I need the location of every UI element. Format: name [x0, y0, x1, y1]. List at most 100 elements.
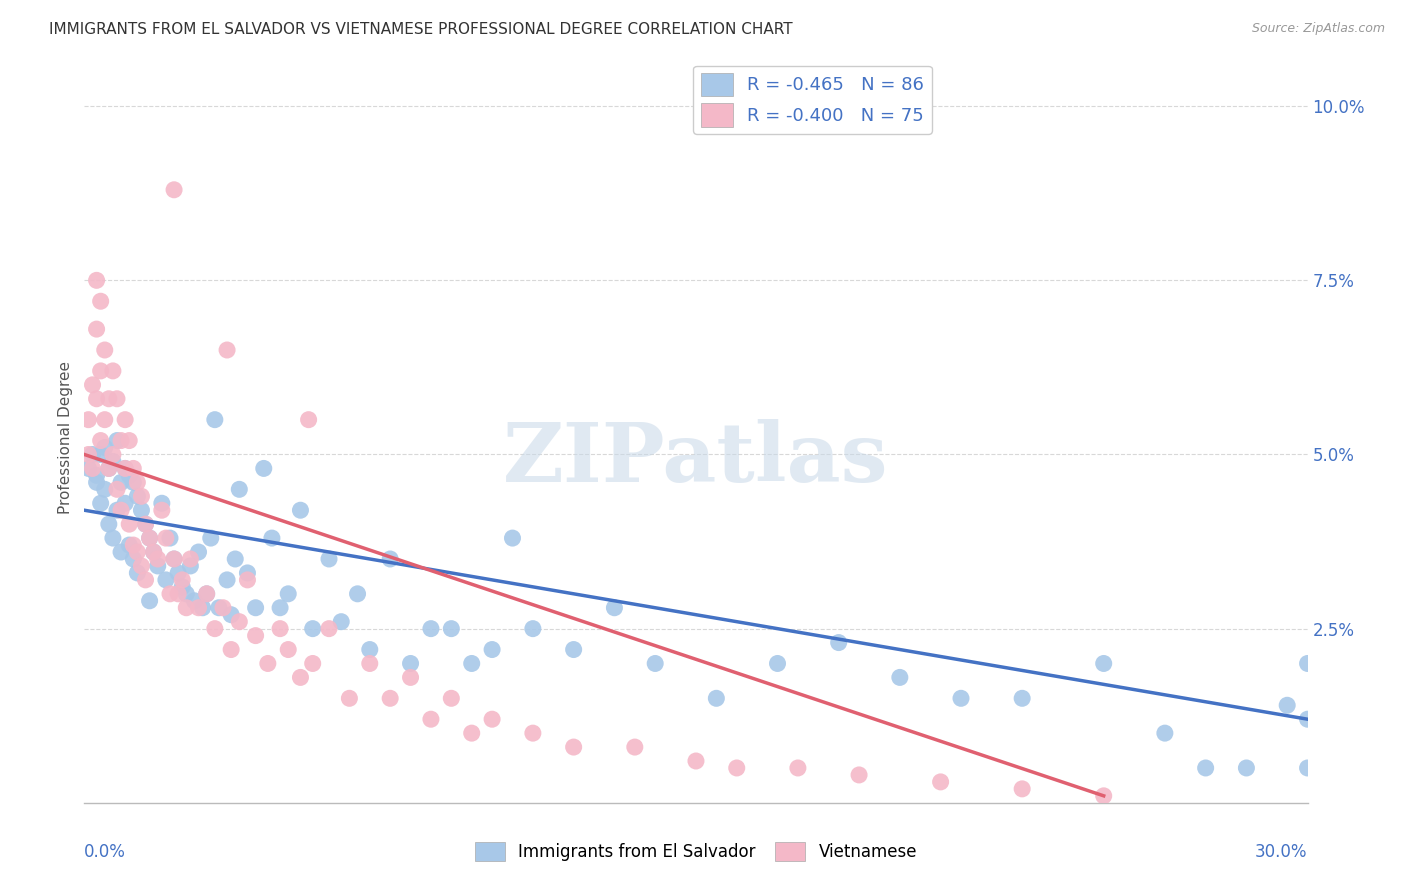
Point	[174, 587, 197, 601]
Point	[118, 468, 141, 483]
Point	[644, 657, 666, 671]
Point	[105, 483, 128, 497]
Point	[101, 364, 124, 378]
Text: 30.0%: 30.0%	[1256, 843, 1308, 861]
Point	[163, 183, 186, 197]
Point	[195, 587, 218, 601]
Point	[562, 740, 585, 755]
Point	[1236, 761, 1258, 775]
Point	[208, 600, 231, 615]
Text: Source: ZipAtlas.com: Source: ZipAtlas.com	[1251, 22, 1385, 36]
Point	[224, 552, 246, 566]
Point	[93, 483, 115, 497]
Point	[127, 566, 149, 580]
Point	[236, 566, 259, 580]
Point	[127, 489, 149, 503]
Point	[138, 594, 160, 608]
Point	[114, 461, 136, 475]
Point	[339, 691, 361, 706]
Point	[603, 600, 626, 615]
Point	[167, 566, 190, 580]
Point	[440, 622, 463, 636]
Point	[359, 642, 381, 657]
Point	[195, 587, 218, 601]
Point	[1092, 657, 1115, 671]
Point	[1277, 698, 1299, 713]
Point	[420, 622, 443, 636]
Point	[110, 475, 132, 490]
Point	[122, 538, 145, 552]
Point	[889, 670, 911, 684]
Point	[90, 434, 112, 448]
Point	[481, 642, 503, 657]
Point	[522, 726, 544, 740]
Point	[105, 434, 128, 448]
Point	[204, 622, 226, 636]
Point	[217, 343, 239, 357]
Point	[138, 531, 160, 545]
Point	[522, 622, 544, 636]
Point	[90, 294, 112, 309]
Point	[179, 558, 201, 573]
Point	[277, 587, 299, 601]
Text: IMMIGRANTS FROM EL SALVADOR VS VIETNAMESE PROFESSIONAL DEGREE CORRELATION CHART: IMMIGRANTS FROM EL SALVADOR VS VIETNAMES…	[49, 22, 793, 37]
Point	[146, 552, 169, 566]
Point	[298, 412, 321, 426]
Point	[77, 461, 100, 475]
Point	[118, 538, 141, 552]
Point	[101, 448, 124, 462]
Point	[257, 657, 280, 671]
Point	[172, 580, 194, 594]
Point	[245, 629, 267, 643]
Point	[706, 691, 728, 706]
Point	[146, 558, 169, 573]
Point	[105, 503, 128, 517]
Point	[787, 761, 810, 775]
Point	[142, 545, 165, 559]
Point	[93, 412, 115, 426]
Point	[155, 573, 177, 587]
Point	[1011, 781, 1033, 796]
Point	[82, 448, 104, 462]
Point	[219, 642, 242, 657]
Point	[93, 441, 115, 455]
Point	[105, 392, 128, 406]
Point	[77, 412, 100, 426]
Point	[150, 496, 173, 510]
Point	[1296, 761, 1319, 775]
Point	[269, 600, 291, 615]
Point	[150, 503, 173, 517]
Point	[131, 503, 153, 517]
Point	[110, 503, 132, 517]
Point	[82, 461, 104, 475]
Point	[127, 475, 149, 490]
Point	[174, 600, 197, 615]
Point	[848, 768, 870, 782]
Point	[502, 531, 524, 545]
Point	[624, 740, 647, 755]
Point	[228, 483, 250, 497]
Point	[277, 642, 299, 657]
Point	[90, 364, 112, 378]
Point	[77, 448, 100, 462]
Point	[135, 517, 157, 532]
Point	[163, 552, 186, 566]
Point	[269, 622, 291, 636]
Point	[155, 531, 177, 545]
Point	[135, 517, 157, 532]
Point	[929, 775, 952, 789]
Point	[183, 594, 205, 608]
Point	[950, 691, 973, 706]
Point	[135, 573, 157, 587]
Point	[562, 642, 585, 657]
Point	[187, 600, 209, 615]
Point	[828, 635, 851, 649]
Point	[228, 615, 250, 629]
Point	[1296, 712, 1319, 726]
Point	[142, 545, 165, 559]
Point	[86, 475, 108, 490]
Point	[114, 412, 136, 426]
Text: 0.0%: 0.0%	[84, 843, 127, 861]
Point	[131, 558, 153, 573]
Point	[114, 496, 136, 510]
